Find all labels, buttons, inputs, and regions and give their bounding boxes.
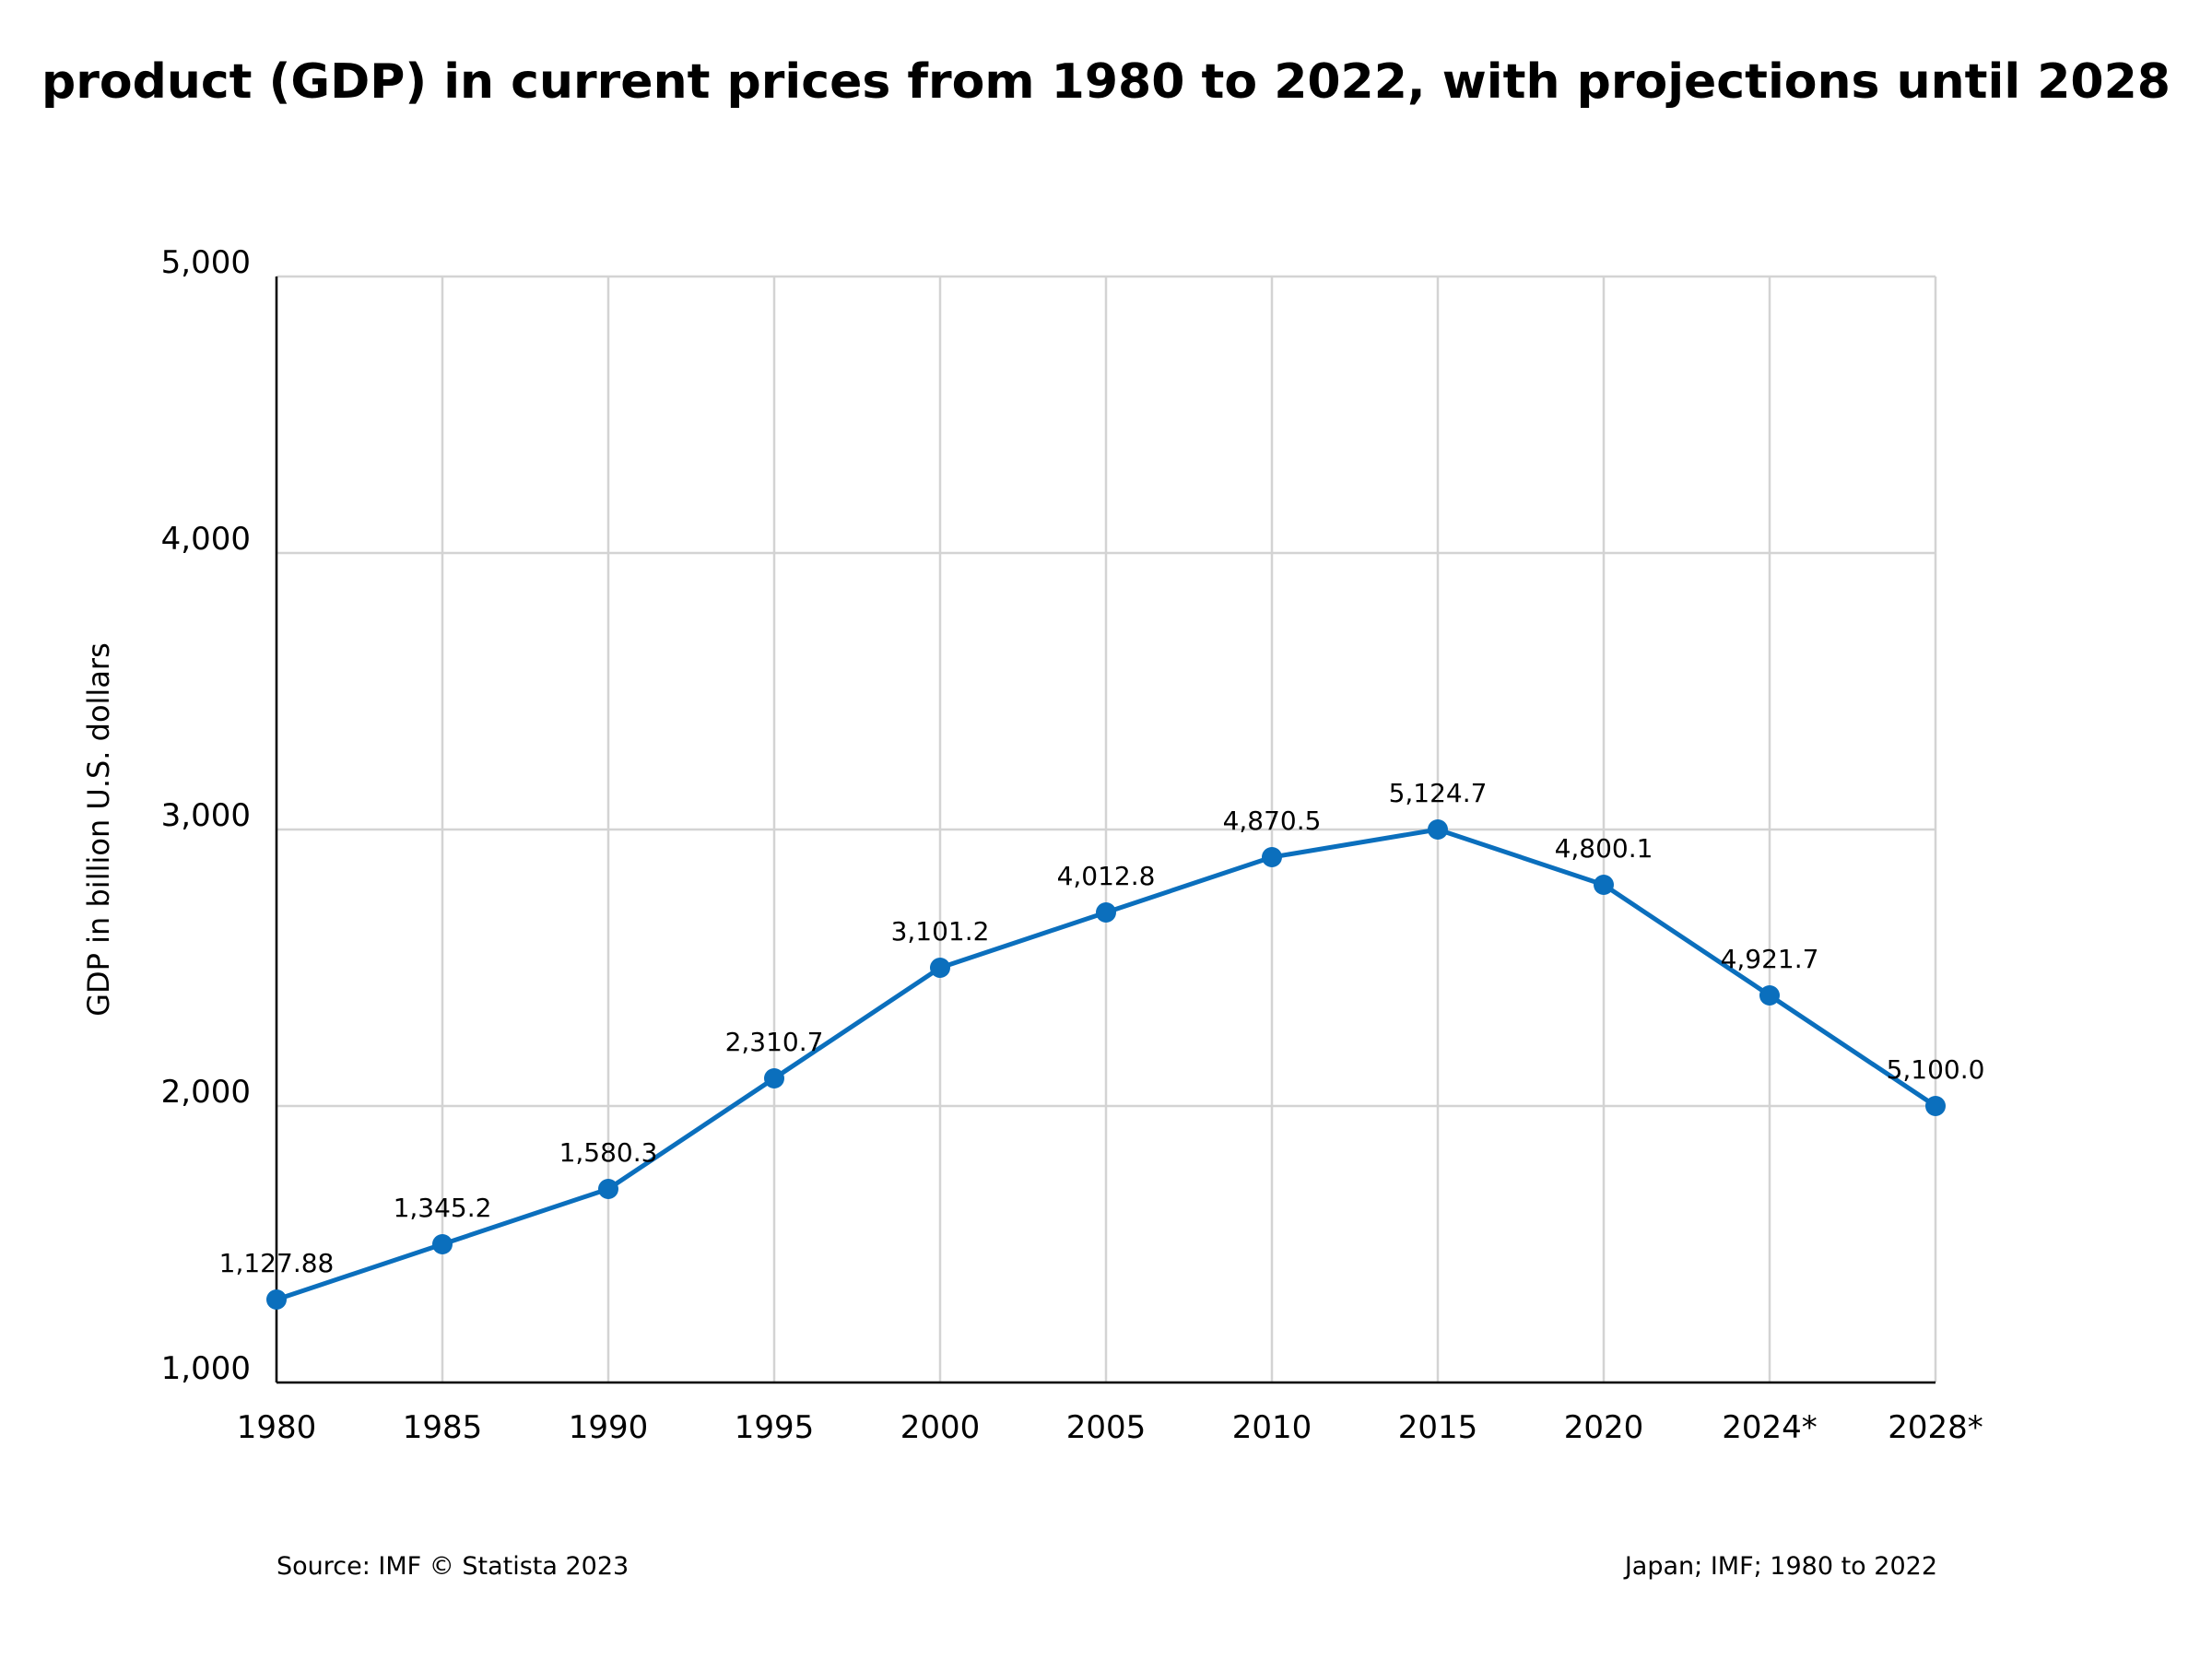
data-label: 4,870.5 bbox=[1223, 806, 1322, 836]
data-point bbox=[930, 958, 950, 978]
data-point bbox=[1428, 819, 1448, 840]
x-tick-label: 1995 bbox=[735, 1409, 815, 1446]
x-tick-label: 2005 bbox=[1066, 1409, 1147, 1446]
y-tick-label: 5,000 bbox=[161, 244, 251, 281]
x-tick-label: 2020 bbox=[1564, 1409, 1644, 1446]
data-label: 4,921.7 bbox=[1721, 944, 1819, 974]
x-tick-label: 1990 bbox=[569, 1409, 649, 1446]
chart-context-note: Japan; IMF; 1980 to 2022 bbox=[1624, 1552, 1937, 1581]
data-label: 4,800.1 bbox=[1555, 833, 1653, 864]
x-tick-label: 2015 bbox=[1398, 1409, 1478, 1446]
data-label: 1,580.3 bbox=[559, 1137, 658, 1168]
x-tick-label: 1985 bbox=[403, 1409, 483, 1446]
data-point bbox=[1759, 985, 1780, 1006]
series-layer bbox=[266, 819, 1946, 1310]
data-labels: 1,127.88 1,345.2 1,580.3 2,310.7 3,101.2 4,01… bbox=[219, 778, 1985, 1278]
x-tick-label: 2024* bbox=[1722, 1409, 1818, 1446]
y-tick-label: 2,000 bbox=[161, 1074, 251, 1111]
source-note: Source: IMF © Statista 2023 bbox=[276, 1552, 629, 1581]
data-point bbox=[598, 1179, 618, 1199]
data-label: 1,345.2 bbox=[394, 1193, 492, 1223]
data-label: 5,100.0 bbox=[1887, 1054, 1985, 1085]
data-point bbox=[1262, 847, 1282, 867]
y-tick-label: 1,000 bbox=[161, 1350, 251, 1387]
data-point bbox=[1594, 875, 1614, 895]
data-label: 3,101.2 bbox=[891, 916, 990, 947]
data-point bbox=[1925, 1096, 1946, 1116]
data-label: 2,310.7 bbox=[725, 1027, 824, 1057]
data-label: 4,012.8 bbox=[1057, 861, 1156, 891]
data-point bbox=[432, 1234, 453, 1254]
y-tick-labels: 1,000 2,000 3,000 4,000 5,000 bbox=[161, 244, 251, 1387]
y-axis-label: GDP in billion U.S. dollars bbox=[81, 642, 116, 1017]
data-label: 1,127.88 bbox=[219, 1248, 335, 1278]
y-tick-label: 4,000 bbox=[161, 521, 251, 558]
x-tick-label: 2028* bbox=[1888, 1409, 1983, 1446]
data-point bbox=[266, 1289, 287, 1310]
x-tick-label: 2000 bbox=[900, 1409, 981, 1446]
data-point bbox=[1096, 902, 1116, 923]
data-label: 5,124.7 bbox=[1389, 778, 1488, 808]
grid-lines bbox=[275, 275, 1937, 1384]
y-tick-label: 3,000 bbox=[161, 797, 251, 834]
chart-title: product (GDP) in current prices from 198… bbox=[41, 54, 2171, 110]
data-point bbox=[764, 1068, 784, 1088]
x-tick-label: 1980 bbox=[237, 1409, 317, 1446]
x-tick-labels: 1980 1985 1990 1995 2000 2005 2010 2015 2020 2024… bbox=[237, 1409, 1983, 1446]
axes bbox=[275, 276, 1936, 1384]
x-tick-label: 2010 bbox=[1232, 1409, 1312, 1446]
